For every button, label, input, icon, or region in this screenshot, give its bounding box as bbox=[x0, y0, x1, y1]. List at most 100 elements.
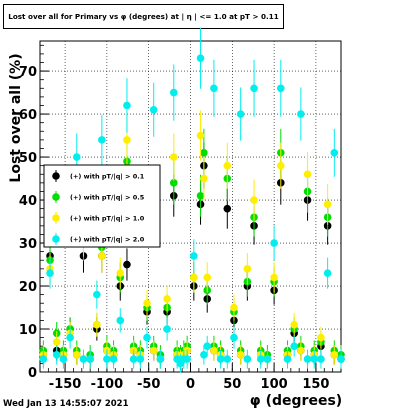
y-tick-label: 50 bbox=[19, 151, 37, 166]
data-point bbox=[200, 148, 208, 157]
data-point bbox=[270, 273, 278, 282]
data-point bbox=[196, 191, 205, 200]
data-point bbox=[323, 200, 332, 209]
data-point bbox=[52, 351, 61, 359]
data-point bbox=[103, 355, 111, 363]
x-tick-label: 50 bbox=[223, 377, 241, 392]
data-point bbox=[196, 54, 205, 62]
data-point bbox=[136, 355, 145, 363]
y-axis-label: Lost over all (%) bbox=[8, 53, 24, 182]
data-point bbox=[123, 101, 131, 110]
data-point bbox=[143, 333, 151, 342]
y-tick-label: 60 bbox=[19, 108, 37, 123]
data-point bbox=[317, 333, 325, 342]
data-point bbox=[169, 153, 178, 161]
legend-entry-label: (+) with pT/|q| > 0.1 bbox=[70, 173, 145, 182]
x-tick-label: 150 bbox=[302, 377, 329, 392]
data-point bbox=[72, 351, 81, 359]
data-point bbox=[86, 355, 94, 363]
legend: (+) with pT/|q| > 0.1 (+) with pT/|q| > 0… bbox=[43, 164, 161, 248]
data-point bbox=[156, 355, 165, 363]
legend-marker bbox=[52, 235, 60, 243]
data-point bbox=[183, 355, 191, 363]
data-point bbox=[93, 320, 101, 329]
data-point bbox=[277, 84, 285, 93]
timestamp-footer: Wed Jan 13 14:55:07 2021 bbox=[3, 399, 129, 409]
x-tick-label: 0 bbox=[186, 377, 195, 392]
legend-marker bbox=[52, 214, 60, 222]
x-axis-label: φ (degrees) bbox=[250, 393, 342, 409]
data-point bbox=[116, 316, 125, 325]
data-point bbox=[200, 174, 208, 183]
x-tick-label: -150 bbox=[49, 377, 82, 392]
data-point bbox=[230, 303, 238, 312]
data-point bbox=[223, 161, 232, 170]
data-point bbox=[250, 196, 258, 204]
data-point bbox=[297, 346, 305, 355]
legend-entry-label: (+) with pT/|q| > 0.5 bbox=[70, 194, 145, 203]
data-point bbox=[243, 355, 252, 363]
data-point bbox=[230, 333, 238, 342]
data-point bbox=[330, 148, 339, 157]
data-point bbox=[250, 84, 258, 93]
data-point bbox=[303, 170, 312, 179]
data-point bbox=[123, 136, 131, 144]
data-point bbox=[93, 290, 101, 299]
y-tick-label: 20 bbox=[19, 280, 37, 295]
data-point bbox=[163, 325, 171, 333]
data-point bbox=[52, 338, 61, 346]
data-point bbox=[223, 355, 232, 363]
data-point bbox=[236, 110, 245, 118]
data-point bbox=[116, 269, 125, 277]
data-point bbox=[149, 105, 158, 114]
legend-marker bbox=[52, 172, 60, 180]
data-point bbox=[66, 333, 74, 342]
data-point bbox=[72, 153, 81, 161]
data-point bbox=[190, 273, 198, 282]
data-point bbox=[310, 355, 319, 363]
data-point bbox=[290, 320, 298, 329]
data-point bbox=[98, 136, 106, 144]
axis-ticks: -150 -100 -50 0 50 100 150 0 10 20 30 40 50 60 70 bbox=[19, 44, 342, 392]
data-point bbox=[149, 346, 158, 355]
data-point bbox=[210, 346, 218, 355]
data-point bbox=[123, 260, 131, 269]
data-point bbox=[46, 269, 54, 277]
data-point bbox=[256, 355, 265, 363]
y-tick-label: 0 bbox=[28, 366, 37, 381]
legend-entry-label: (+) with pT/|q| > 2.0 bbox=[70, 236, 145, 245]
y-tick-label: 40 bbox=[19, 194, 37, 209]
data-point bbox=[203, 273, 212, 282]
x-tick-label: 100 bbox=[261, 377, 288, 392]
data-point bbox=[169, 179, 178, 187]
data-point bbox=[109, 355, 118, 363]
data-point bbox=[303, 355, 312, 363]
data-point bbox=[270, 239, 278, 247]
data-point bbox=[59, 355, 68, 363]
data-point bbox=[297, 110, 305, 118]
data-point bbox=[163, 295, 171, 303]
data-point bbox=[169, 88, 178, 97]
legend-marker bbox=[52, 193, 60, 201]
chart-title: Lost over all for Primary vs φ (degrees)… bbox=[3, 4, 284, 29]
data-point bbox=[263, 355, 272, 363]
data-point bbox=[79, 355, 88, 363]
y-tick-label: 70 bbox=[19, 65, 37, 80]
data-point bbox=[337, 355, 345, 363]
data-point bbox=[129, 355, 138, 363]
y-tick-label: 30 bbox=[19, 237, 37, 252]
x-tick-label: -100 bbox=[91, 377, 124, 392]
data-point bbox=[223, 204, 232, 213]
data-point bbox=[210, 84, 218, 93]
data-point bbox=[216, 355, 225, 363]
data-point bbox=[290, 342, 298, 351]
data-point bbox=[190, 252, 198, 260]
data-point bbox=[330, 351, 339, 359]
y-tick-label: 10 bbox=[19, 323, 37, 338]
data-point bbox=[98, 252, 106, 260]
data-point bbox=[236, 351, 245, 359]
data-point bbox=[196, 131, 205, 140]
data-point bbox=[277, 161, 285, 170]
data-point bbox=[200, 351, 208, 359]
